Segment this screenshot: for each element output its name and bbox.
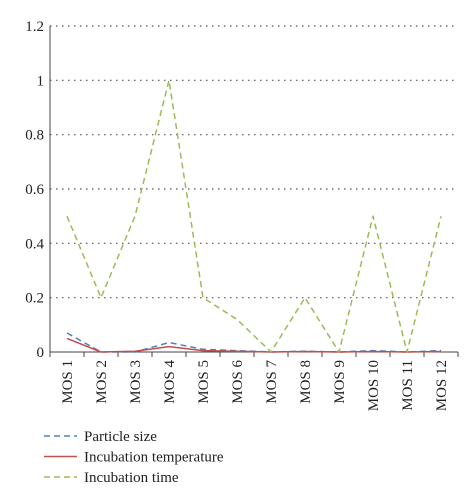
x-tick-label: MOS 6 (230, 360, 246, 404)
y-tick-label: 0.4 (25, 236, 44, 252)
y-tick-label: 0 (37, 345, 45, 361)
x-tick-label: MOS 4 (162, 360, 178, 404)
x-axis-ticks: MOS 1 MOS 2 MOS 3 MOS 4 MOS 5 MOS 6 MOS 7 MOS 8… (49, 352, 459, 411)
y-tick-label: 1.2 (25, 19, 44, 35)
y-tick-label: 1 (37, 73, 45, 89)
legend-label: Particle size (84, 429, 157, 445)
legend-label: Incubation temperature (84, 450, 224, 466)
x-tick-label: MOS 12 (434, 360, 450, 411)
series-lines (66, 79, 442, 353)
series-line (66, 79, 442, 353)
x-tick-label: MOS 7 (264, 360, 280, 404)
grid-lines (50, 25, 458, 299)
legend-label: Incubation time (84, 470, 179, 486)
x-tick-label: MOS 11 (400, 360, 416, 411)
y-tick-label: 0.6 (25, 182, 44, 198)
x-tick-label: MOS 1 (60, 360, 76, 404)
y-tick-label: 0.8 (25, 128, 44, 144)
x-tick-label: MOS 2 (94, 360, 110, 404)
x-tick-label: MOS 10 (366, 360, 382, 411)
y-axis-ticks: 0 0.2 0.4 0.6 0.8 1 1.2 (25, 19, 44, 361)
y-tick-label: 0.2 (25, 291, 44, 307)
series-line (66, 337, 442, 353)
x-tick-label: MOS 9 (332, 360, 348, 404)
x-tick-label: MOS 5 (196, 360, 212, 404)
legend: Particle size Incubation temperature Incub… (44, 429, 224, 486)
x-tick-label: MOS 8 (298, 360, 314, 404)
x-tick-label: MOS 3 (128, 360, 144, 404)
